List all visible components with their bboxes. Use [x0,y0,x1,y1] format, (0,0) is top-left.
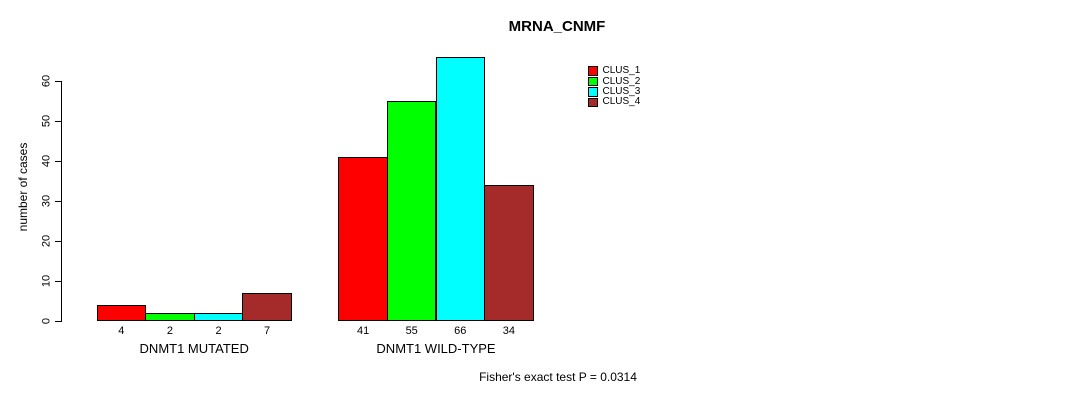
legend-label: CLUS_3 [602,85,641,97]
bar-value-label: 55 [405,325,418,337]
group-label-1: DNMT1 MUTATED [139,341,249,356]
legend: CLUS_1 CLUS_2 CLUS_3 CLUS_4 [588,66,640,108]
bar-value-label: 7 [264,325,271,337]
bar-value-label: 2 [166,325,173,337]
bar-clus_3-group1 [193,313,244,321]
bar-clus_2-group2 [386,101,437,321]
y-tick [55,321,61,322]
legend-swatch-clus_2 [588,76,598,87]
y-axis-line [61,81,62,322]
legend-item: CLUS_2 [588,75,641,87]
legend-swatch-clus_1 [588,66,598,76]
legend-item: CLUS_3 [588,85,641,97]
y-axis-label: number of cases [16,142,30,232]
y-tick [55,161,61,162]
chart-title: MRNA_CNMF [508,18,606,35]
bar-clus_3-group2 [435,57,486,321]
bar-value-label: 66 [454,325,467,337]
bar-value-label: 2 [215,325,222,337]
y-tick-label: 20 [40,234,53,248]
y-tick [55,241,61,242]
y-tick-label: 10 [40,274,53,288]
bar-value-label: 41 [356,325,370,337]
legend-swatch-clus_4 [588,97,598,108]
y-tick [55,281,61,282]
legend-item: CLUS_1 [588,66,640,76]
annotation-text: Fisher's exact test P = 0.0314 [479,370,637,384]
legend-label: CLUS_1 [602,65,641,77]
group-label-2: DNMT1 WILD-TYPE [376,341,496,356]
bar-clus_1-group2 [338,157,388,321]
legend-swatch-clus_3 [588,87,598,97]
y-tick [55,121,61,122]
y-tick-label: 50 [40,114,53,128]
bar-clus_2-group1 [145,313,195,321]
y-tick [55,201,61,202]
legend-label: CLUS_4 [602,96,641,108]
y-tick-label: 40 [40,154,53,168]
legend-item: CLUS_4 [588,96,641,108]
bar-clus_4-group1 [242,293,292,321]
bar-clus_4-group2 [484,185,534,321]
y-tick-label: 60 [40,74,53,88]
bar-clus_1-group1 [96,305,147,321]
bar-value-label: 4 [118,325,125,337]
bar-value-label: 34 [502,325,516,337]
y-tick [55,81,61,82]
y-tick-label: 30 [40,194,53,208]
legend-label: CLUS_2 [602,75,641,87]
y-tick-label: 0 [40,317,53,325]
